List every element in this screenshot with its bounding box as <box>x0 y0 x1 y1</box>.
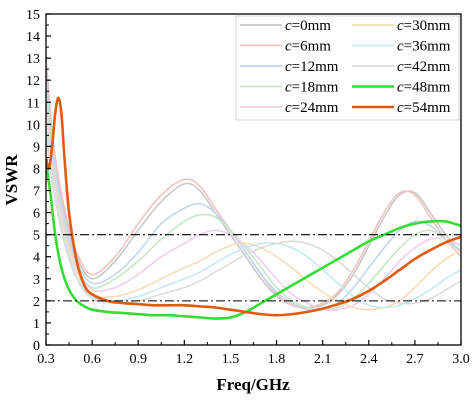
y-tick-label-11: 10 <box>26 118 40 133</box>
x-tick-label-8: 2.4 <box>360 352 378 367</box>
x-tick-label-4: 1.2 <box>176 352 194 367</box>
series-line-10 <box>46 96 461 317</box>
legend-label-4: c=18mm <box>285 80 339 96</box>
series-line-1 <box>46 57 461 309</box>
legend-label-10: c=54mm <box>397 100 451 116</box>
y-tick-label-4: 3 <box>33 273 40 288</box>
y-tick-label-3: 2 <box>33 295 40 310</box>
x-tick-label-10: 3.0 <box>452 352 470 367</box>
legend-label-6: c=30mm <box>397 18 451 34</box>
x-tick-label-2: 0.6 <box>83 352 101 367</box>
legend-label-7: c=36mm <box>397 39 451 55</box>
series-line-7 <box>46 123 461 309</box>
y-tick-label-13: 12 <box>26 74 40 89</box>
y-tick-label-5: 4 <box>33 251 40 266</box>
x-axis-label: Freq/GHz <box>216 375 290 394</box>
series-line-5 <box>46 101 461 312</box>
y-tick-label-7: 6 <box>33 207 40 222</box>
y-axis-label: VSWR <box>2 154 21 206</box>
x-tick-label-6: 1.8 <box>268 352 286 367</box>
legend-label-3: c=12mm <box>285 59 339 75</box>
legend-label-1: c=0mm <box>285 18 331 34</box>
y-tick-label-15: 14 <box>26 30 40 45</box>
x-tick-label-1: 0.3 <box>37 352 55 367</box>
legend-box <box>235 15 460 121</box>
legend-label-5: c=24mm <box>285 100 339 116</box>
y-tick-label-6: 5 <box>33 229 40 244</box>
y-tick-label-2: 1 <box>33 317 40 332</box>
y-tick-label-16: 15 <box>26 8 40 23</box>
y-tick-label-14: 13 <box>26 52 40 67</box>
legend-label-8: c=42mm <box>397 59 451 75</box>
x-tick-label-9: 2.7 <box>406 352 424 367</box>
legend-label-2: c=6mm <box>285 39 331 55</box>
series-line-4 <box>46 90 461 311</box>
y-tick-label-12: 11 <box>27 96 40 111</box>
legend-label-9: c=48mm <box>397 80 451 96</box>
y-tick-label-1: 0 <box>33 339 40 354</box>
x-tick-label-5: 1.5 <box>222 352 240 367</box>
x-tick-label-3: 0.9 <box>129 352 147 367</box>
x-tick-label-7: 2.1 <box>314 352 332 367</box>
axis-ticks: 0.3 0.6 0.9 1.2 1.5 1.8 2.1 2.4 2.7 3.00123456789… <box>26 8 470 367</box>
y-tick-label-10: 9 <box>33 140 40 155</box>
y-tick-label-9: 8 <box>33 162 40 177</box>
legend: c=0mm c=6mm c=12mm c=18mm c=24mm c=30mm c=36mm… <box>235 15 460 121</box>
y-tick-label-8: 7 <box>33 185 40 200</box>
reference-lines <box>46 234 461 302</box>
